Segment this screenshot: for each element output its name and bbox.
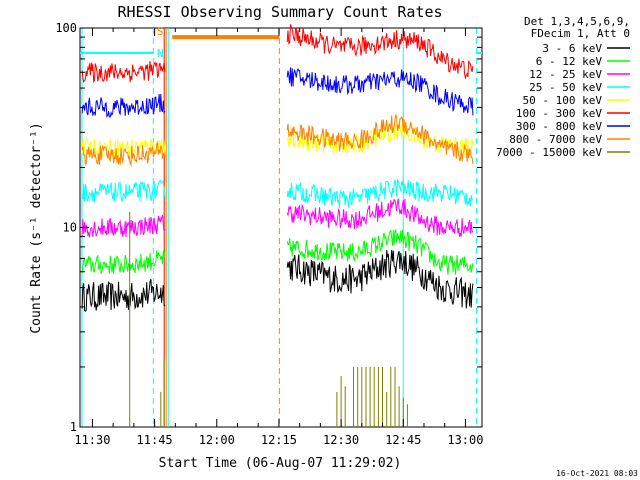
series-7000-15000-kev (129, 211, 408, 427)
saa-flag-label: S (157, 25, 164, 38)
chart-title: RHESSI Observing Summary Count Rates (117, 3, 442, 21)
x-tick-label: 13:00 (447, 433, 483, 447)
x-tick-label: 12:30 (323, 433, 359, 447)
y-tick-label: 10 (63, 221, 77, 235)
footer-timestamp: 16-Oct-2021 08:03 (556, 469, 638, 478)
series-25-50-kev (81, 178, 474, 208)
legend-label-300-800-kev: 300 - 800 keV (516, 120, 602, 133)
series-3-6-kev (81, 249, 474, 313)
y-tick-label: 100 (55, 21, 77, 35)
x-tick-label: 11:45 (137, 433, 173, 447)
legend-label-25-50-kev: 25 - 50 keV (529, 81, 602, 94)
x-tick-label: 12:00 (199, 433, 235, 447)
x-axis-label: Start Time (06-Aug-07 11:29:02) (159, 456, 402, 471)
axis-ticks: 11:30 11:45 12:00 12:15 12:30 12:45 13:00 1 10 10… (55, 21, 483, 447)
series-100-300-kev (81, 24, 474, 84)
x-tick-label: 12:45 (385, 433, 421, 447)
x-tick-label: 12:15 (261, 433, 297, 447)
marker-lines: NS (80, 25, 482, 427)
series-50-100-kev (81, 120, 474, 160)
legend-label-7000-15000-kev: 7000 - 15000 keV (496, 146, 602, 159)
series-300-800-kev (81, 67, 474, 118)
series-6-12-kev (81, 228, 474, 275)
y-tick-label: 1 (70, 420, 77, 434)
legend-header-line-2: FDecim 1, Att 0 (531, 27, 630, 40)
legend-label-50-100-kev: 50 - 100 keV (523, 94, 603, 107)
y-axis-label: Count Rate (s⁻¹ detector⁻¹) (29, 122, 44, 333)
night-flag-label: N (157, 47, 164, 60)
legend: Det 1,3,4,5,6,9, FDecim 1, Att 0 3 - 6 k… (496, 15, 630, 159)
legend-label-800-7000-kev: 800 - 7000 keV (509, 133, 602, 146)
series-800-7000-kev (81, 114, 474, 167)
x-tick-label: 11:30 (74, 433, 110, 447)
legend-label-3-6-kev: 3 - 6 keV (542, 42, 602, 55)
legend-label-100-300-kev: 100 - 300 keV (516, 107, 602, 120)
legend-label-12-25-kev: 12 - 25 keV (529, 68, 602, 81)
legend-label-6-12-kev: 6 - 12 keV (536, 55, 603, 68)
series-12-25-kev (81, 198, 474, 238)
series-group (81, 24, 474, 427)
legend-header-line-1: Det 1,3,4,5,6,9, (524, 15, 630, 28)
